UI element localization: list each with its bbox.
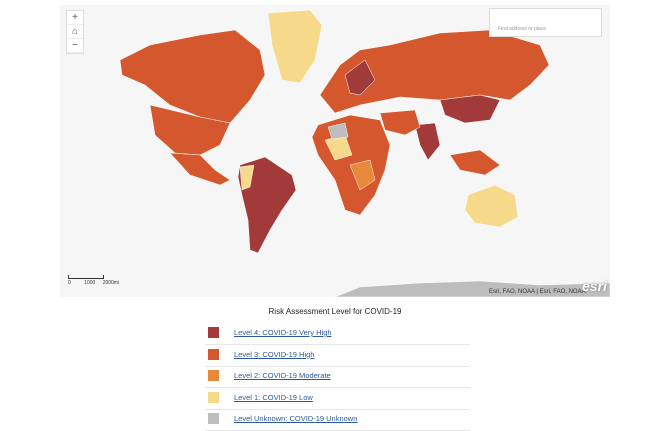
canada <box>119 29 266 124</box>
legend-link[interactable]: Level 3: COVID-19 High <box>234 349 315 359</box>
middle-east <box>379 109 421 136</box>
legend-link[interactable]: Level 1: COVID-19 Low <box>234 392 313 402</box>
south-america <box>237 156 297 254</box>
home[interactable]: ⌂ <box>67 25 83 39</box>
map[interactable]: + ⌂ − Find address or place 0 1000 2000m… <box>60 5 610 297</box>
central-america <box>169 152 231 186</box>
legend-title: Risk Assessment Level for COVID-19 <box>268 307 402 316</box>
china <box>439 94 501 124</box>
usa <box>149 104 231 156</box>
attribution: Esri, FAO, NOAA | Esri, FAO, NOAA <box>489 289 586 295</box>
europe-russia <box>319 29 550 114</box>
legend-link[interactable]: Level 2: COVID-19 Moderate <box>234 371 331 380</box>
australia <box>464 184 519 228</box>
legend-swatch <box>208 348 219 360</box>
legend-item: Level 1: COVID-19 Low <box>205 388 470 410</box>
india <box>414 122 441 161</box>
legend-item: Level Unknown: COVID-19 Unknown <box>205 409 470 431</box>
zoom-in[interactable]: + <box>67 11 83 25</box>
zoom-controls: + ⌂ − <box>66 10 84 54</box>
scandinavia <box>344 59 376 96</box>
antarctica <box>334 280 610 297</box>
sahara <box>327 122 349 140</box>
central-africa <box>349 159 376 191</box>
scale-label: 2000mi <box>102 280 120 286</box>
greenland <box>267 9 323 84</box>
legend-swatch <box>208 413 219 424</box>
logo: esri <box>582 278 607 294</box>
zoom-out[interactable]: − <box>67 39 83 53</box>
search-box[interactable]: Find address or place <box>489 8 602 37</box>
search-placeholder: Find address or place <box>498 26 547 32</box>
legend-link[interactable]: Level 4: COVID-19 Very High <box>234 328 332 337</box>
legend-swatch <box>208 327 219 338</box>
scale-bar: 0 1000 2000mi <box>68 275 119 286</box>
scale-label: 0 <box>68 280 71 286</box>
legend-item: Level 2: COVID-19 Moderate <box>205 366 470 388</box>
legend-item: Level 4: COVID-19 Very High <box>205 323 470 345</box>
legend-swatch <box>208 370 219 381</box>
scale-label: 1000 <box>84 280 96 286</box>
southeast-asia <box>449 149 501 176</box>
world-map <box>119 9 610 297</box>
colombia <box>239 164 255 191</box>
scale-line <box>68 275 104 279</box>
legend-swatch <box>208 391 219 403</box>
legend-link[interactable]: Level Unknown: COVID-19 Unknown <box>234 414 358 423</box>
legend-item: Level 3: COVID-19 High <box>205 345 470 367</box>
